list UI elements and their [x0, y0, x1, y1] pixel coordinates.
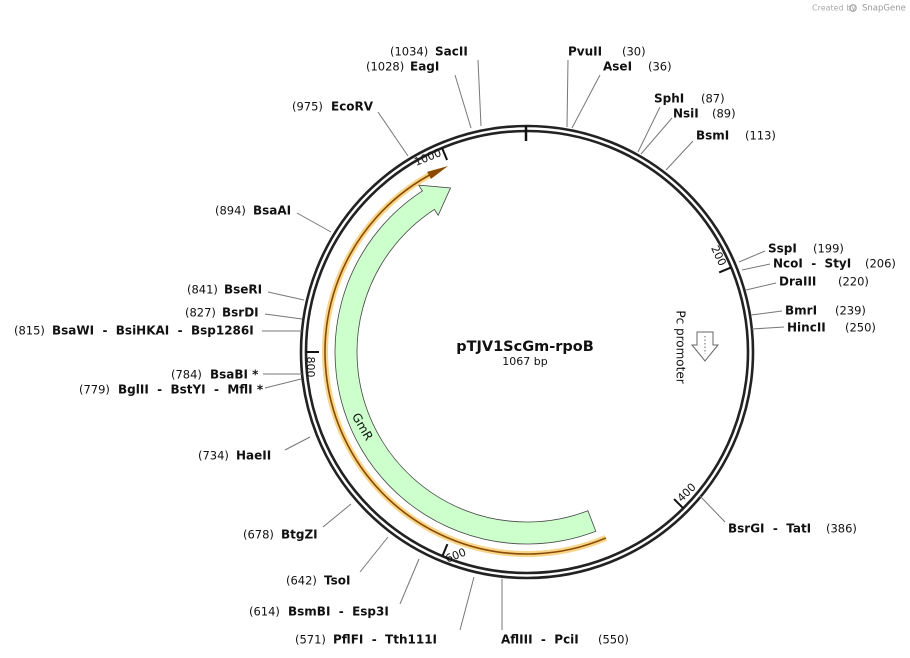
site-line: [377, 111, 409, 157]
site-position: (841): [187, 283, 218, 297]
site-name: BsaBI *: [210, 368, 259, 382]
site-line: [738, 250, 766, 263]
brand: SnapGene: [862, 4, 906, 14]
site-position: (239): [835, 304, 866, 318]
orf-line: [324, 171, 607, 555]
site-position: (784): [171, 368, 202, 382]
site-name: PflFI - Tth111I: [333, 633, 437, 647]
credit: Created by: [812, 4, 856, 13]
site-position: (206): [865, 257, 896, 271]
site-position: (678): [243, 528, 274, 542]
site-name: BsmBI - Esp3I: [288, 605, 389, 619]
site-name: BsaWI - BsiHKAI - Bsp1286I: [52, 324, 254, 338]
site-line: [699, 495, 726, 523]
site-line: [741, 263, 771, 271]
site-name: EcoRV: [331, 100, 374, 114]
site-position: (220): [838, 275, 869, 289]
site-name: AseI: [603, 60, 632, 74]
site-line: [459, 576, 475, 631]
site-name: BseRI: [224, 283, 262, 297]
site-name: NcoI - StyI: [773, 257, 851, 271]
plasmid-name: pTJV1ScGm-rpoB: [456, 339, 594, 355]
site-name: BsrGI - TatI: [728, 522, 811, 536]
site-name: BglII - BstYI - MflI *: [118, 383, 264, 397]
site-name: BsaAI: [253, 204, 291, 218]
ruler-label: 800: [304, 357, 317, 378]
site-name: NsiI: [673, 107, 699, 121]
site-name: PvuII: [568, 45, 602, 59]
site-position: (614): [249, 605, 280, 619]
site-line: [477, 59, 482, 127]
site-position: (87): [701, 92, 725, 106]
ruler-label: 200: [708, 244, 729, 269]
brand-icon: [849, 4, 857, 12]
feature-label: Pc promoter: [674, 310, 688, 383]
site-position: (734): [198, 449, 229, 463]
site-line: [640, 117, 673, 155]
site-name: BtgZI: [281, 528, 318, 542]
site-name: TsoI: [324, 574, 350, 588]
site-position: (642): [286, 574, 317, 588]
site-name: BmrI: [785, 304, 817, 318]
site-line: [284, 436, 311, 451]
ruler-label: 1000: [412, 146, 443, 169]
site-position: (827): [185, 306, 216, 320]
ruler-tick: [718, 266, 732, 274]
site-line: [745, 282, 777, 291]
site-position: (815): [14, 324, 45, 338]
site-name: AflIII - PciI: [501, 633, 579, 647]
site-line: [566, 59, 569, 128]
site-name: BsmI: [696, 129, 729, 143]
site-line: [322, 503, 352, 528]
ruler-tick: [673, 498, 684, 509]
site-position: (1028): [366, 60, 404, 74]
site-name: SacII: [435, 45, 468, 59]
site-line: [267, 291, 305, 301]
orf-head: [427, 166, 449, 179]
site-line: [296, 212, 332, 233]
site-line: [454, 74, 472, 129]
site-line: [571, 74, 601, 129]
gmr-band: [334, 184, 597, 545]
site-name: HincII: [787, 321, 826, 335]
site-position: (113): [745, 129, 776, 143]
ruler-tick: [441, 543, 449, 557]
site-position: (199): [813, 242, 844, 256]
ruler-label: 600: [444, 546, 468, 566]
site-position: (1034): [390, 45, 428, 59]
site-name: SphI: [654, 92, 684, 106]
site-position: (89): [712, 107, 736, 121]
site-position: (386): [826, 522, 857, 536]
plasmid-size: 1067 bp: [502, 355, 547, 368]
site-position: (779): [79, 383, 110, 397]
ruler-label: 400: [675, 481, 699, 505]
site-line: [264, 313, 303, 320]
site-line: [359, 536, 389, 573]
site-name: SspI: [768, 242, 797, 256]
site-position: (894): [215, 204, 246, 218]
site-position: (550): [598, 633, 629, 647]
site-name: HaeII: [236, 449, 271, 463]
site-line: [264, 378, 302, 389]
site-position: (975): [292, 100, 323, 114]
site-position: (571): [295, 633, 326, 647]
site-name: EagI: [410, 60, 439, 74]
site-line: [637, 106, 661, 153]
site-line: [750, 310, 783, 316]
site-line: [399, 558, 420, 605]
site-position: (30): [622, 45, 646, 59]
site-name: BsrDI: [222, 306, 259, 320]
site-line: [665, 140, 694, 171]
site-line: [751, 326, 785, 330]
site-name: DraIII: [779, 275, 816, 289]
site-position: (250): [845, 321, 876, 335]
site-position: (36): [648, 60, 672, 74]
ruler-tick: [441, 147, 448, 161]
